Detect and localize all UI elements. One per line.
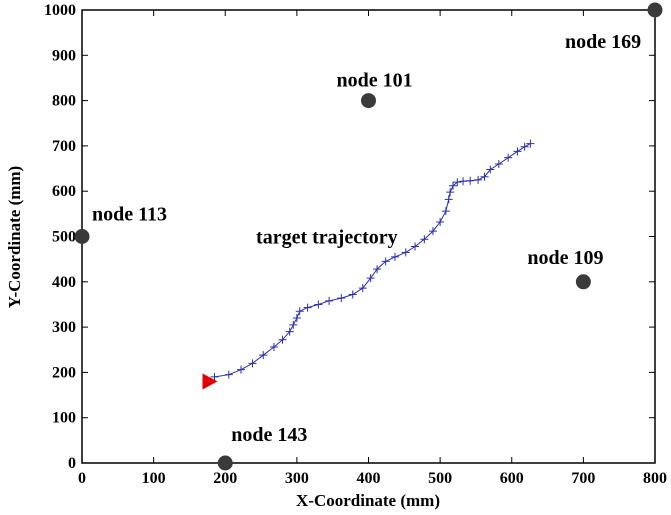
x-tick-label: 100 xyxy=(142,470,166,487)
node-marker xyxy=(361,93,376,109)
tick-group: 0 100 200 300 400 500 600 700 800 0 100 200 300 400 50… xyxy=(44,2,667,487)
trajectory-point xyxy=(366,274,375,283)
y-tick-label: 900 xyxy=(52,47,76,64)
x-tick-label: 800 xyxy=(643,470,667,487)
node-marker xyxy=(575,274,591,290)
trajectory-line xyxy=(214,143,531,378)
node-label: node 109 xyxy=(527,247,603,269)
node-group: node 169 node 101 node 113 node 109 node 143 xyxy=(74,2,663,471)
x-tick-label: 0 xyxy=(78,470,86,487)
node-marker xyxy=(217,455,233,471)
trajectory-point xyxy=(269,343,278,352)
trajectory-point xyxy=(391,252,400,261)
y-axis-title: Y-Coordinate (mm) xyxy=(5,166,24,308)
x-tick-label: 400 xyxy=(357,470,381,487)
y-tick-label: 500 xyxy=(52,229,76,246)
y-tick-label: 100 xyxy=(52,410,76,427)
x-tick-label: 200 xyxy=(213,470,237,487)
x-tick-label: 500 xyxy=(428,470,452,487)
trajectory-point xyxy=(289,320,298,329)
trajectory-point xyxy=(237,365,246,374)
trajectory-point xyxy=(259,351,268,360)
y-tick-label: 600 xyxy=(52,183,76,200)
trajectory-point xyxy=(520,142,529,151)
trajectory-point xyxy=(504,153,513,162)
trajectory-point xyxy=(480,172,489,181)
x-axis-title: X-Coordinate (mm) xyxy=(296,491,440,510)
x-tick-label: 300 xyxy=(285,470,309,487)
trajectory-point xyxy=(325,296,334,305)
trajectory-label: target trajectory xyxy=(256,226,398,248)
trajectory-point xyxy=(486,165,495,174)
trajectory-point xyxy=(428,227,437,236)
y-tick-label: 200 xyxy=(52,364,76,381)
trajectory-point xyxy=(459,177,468,186)
trajectory-point xyxy=(373,265,382,274)
trajectory-point xyxy=(248,359,257,368)
trajectory-point xyxy=(295,307,304,316)
trajectory-point xyxy=(446,188,455,197)
node-label: node 113 xyxy=(92,204,167,226)
trajectory-point xyxy=(436,218,445,227)
y-tick-label: 800 xyxy=(52,93,76,110)
trajectory-point xyxy=(337,294,346,303)
trajectory-point xyxy=(278,335,287,344)
node-label: node 169 xyxy=(565,31,641,53)
trajectory-point xyxy=(401,248,410,257)
trajectory-point xyxy=(441,207,450,216)
trajectory-point xyxy=(210,372,219,381)
trajectory-group xyxy=(202,139,535,390)
trajectory-point xyxy=(224,370,233,379)
trajectory-point xyxy=(444,195,453,204)
trajectory-point xyxy=(449,181,458,190)
trajectory-point xyxy=(314,300,323,309)
trajectory-point xyxy=(494,160,503,169)
x-tick-label: 600 xyxy=(500,470,524,487)
node-marker xyxy=(74,229,90,244)
trajectory-point xyxy=(285,327,294,336)
node-label: node 143 xyxy=(231,424,307,446)
trajectory-point xyxy=(420,235,429,244)
trajectory-point xyxy=(513,147,522,156)
trajectory-point xyxy=(303,303,312,312)
start-marker xyxy=(202,373,218,390)
node-marker xyxy=(647,2,663,18)
trajectory-point xyxy=(474,175,483,184)
trajectory-point xyxy=(466,176,475,185)
trajectory-point xyxy=(348,290,357,299)
trajectory-point xyxy=(381,257,390,266)
trajectory-point xyxy=(453,178,462,187)
trajectory-point xyxy=(526,139,535,148)
y-tick-label: 0 xyxy=(68,455,76,472)
x-tick-label: 700 xyxy=(571,470,595,487)
trajectory-point xyxy=(292,314,301,323)
trajectory-point xyxy=(358,284,367,293)
y-tick-label: 300 xyxy=(52,319,76,336)
y-tick-label: 1000 xyxy=(44,2,76,19)
y-tick-label: 400 xyxy=(52,274,76,291)
node-label: node 101 xyxy=(337,70,413,92)
y-tick-label: 700 xyxy=(52,138,76,155)
trajectory-point xyxy=(411,242,420,251)
